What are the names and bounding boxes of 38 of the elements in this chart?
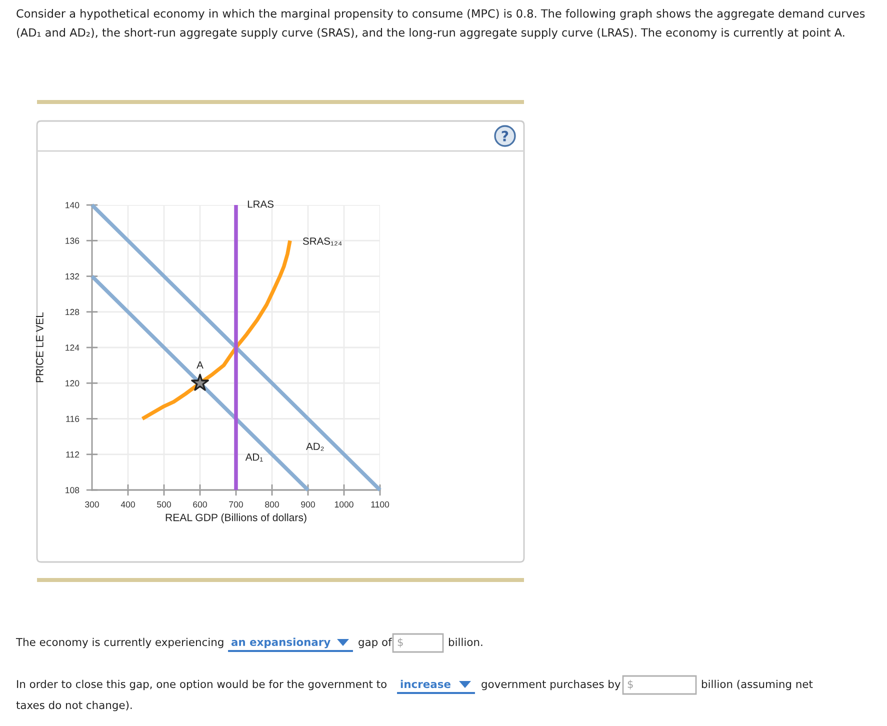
x-tick-label: 300 <box>85 501 99 508</box>
text: an expansionary <box>231 638 330 648</box>
text: government purchases by <box>482 680 620 690</box>
text: billion (assuming net <box>702 680 813 690</box>
y-tick-label: 124 <box>66 344 80 351</box>
y-tick-label: 132 <box>66 273 80 280</box>
y-tick-label: 108 <box>66 487 80 494</box>
text: The economy is currently experiencing <box>16 638 224 648</box>
annotation: A <box>196 361 204 368</box>
x-tick-label: 1100 <box>371 501 390 508</box>
y-tick-label: 128 <box>66 308 80 316</box>
x-tick-label: 400 <box>120 501 135 508</box>
x-tick-label: 600 <box>193 501 207 508</box>
series-label: AD₁ <box>245 454 263 462</box>
text: $ <box>628 680 633 690</box>
y-tick-label: 112 <box>66 451 80 458</box>
series-label: LRAS <box>248 200 274 208</box>
text: increase <box>400 680 450 688</box>
x-tick-label: 800 <box>265 501 279 508</box>
y-tick-label: 120 <box>66 380 80 386</box>
x-tick-label: 500 <box>157 501 171 508</box>
y-tick-label: 136 <box>66 238 80 244</box>
x-tick-label: 900 <box>301 501 315 508</box>
series-label: SRAS₁₂₄ <box>302 237 342 246</box>
y-tick-label: 140 <box>66 202 80 208</box>
line-series <box>140 238 292 421</box>
series-label: AD₂ <box>306 442 324 451</box>
y-tick-label: 116 <box>66 416 80 422</box>
text: billion. <box>448 638 482 646</box>
x-axis-title: REAL GDP (Billions of dollars) <box>166 513 306 524</box>
text: taxes do not change). <box>16 700 132 712</box>
x-tick-label: 700 <box>229 501 243 508</box>
text: Consider a hypothetical economy in which the marginal propensity to consume (MPC) is 0.8. The following graph shows the aggregate demand curves (AD₁ and AD₂), the short-run aggregate supply curve (SRAS), and the long-run aggregate supply curve (LRAS). The economy is currently at point A. <box>16 9 865 39</box>
text: In order to close this gap, one option would be for the government to <box>17 680 386 690</box>
y-axis-title: PRICE LE VEL <box>36 312 44 382</box>
text: $ <box>398 638 403 648</box>
text: gap of <box>358 638 392 648</box>
x-tick-label: 1000 <box>334 501 354 508</box>
